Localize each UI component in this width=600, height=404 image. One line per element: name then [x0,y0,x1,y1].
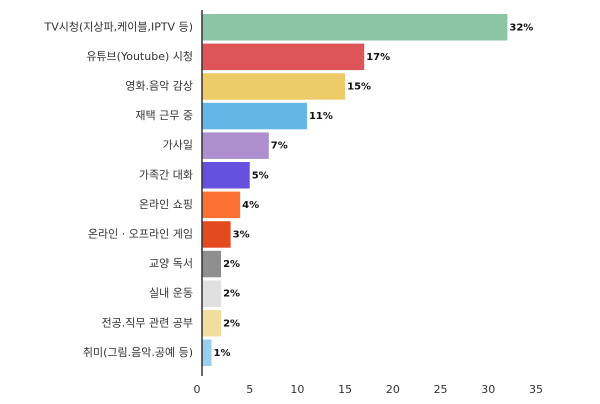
value-label: 4% [242,200,259,211]
x-tick-label: 0 [194,383,201,396]
bar [202,310,222,337]
category-label: 온라인 쇼핑 [139,198,193,211]
value-label: 17% [366,52,390,63]
bar [202,250,222,278]
bars-group [202,14,508,367]
value-label: 32% [509,22,533,33]
bar [202,280,222,307]
category-label: 가사일 [163,138,193,152]
x-tick-label: 20 [386,383,400,396]
category-label: 재택 근무 중 [135,109,193,122]
value-label: 7% [271,141,288,152]
category-label: 취미(그림.음악.공예 등) [83,346,193,359]
bar [202,73,346,100]
category-labels: TV시청(지상파,케이블,IPTV 등) 유튜브(Youtube) 시청영화.음악… [43,20,193,359]
x-tick-label: 35 [529,383,543,396]
x-tick-label: 15 [338,383,352,396]
category-label: 유튜브(Youtube) 시청 [86,50,193,63]
x-tick-label: 5 [246,383,253,396]
value-labels: 32% 17% 15% 11% 7% 5% 4% 3% 2% 2% 2% 1% [214,22,534,359]
category-label: 실내 운동 [149,287,193,300]
category-label: TV시청(지상파,케이블,IPTV 등) [43,20,193,33]
value-label: 15% [347,81,371,92]
value-label: 2% [223,289,240,300]
bar [202,162,250,189]
bar [202,132,269,159]
value-label: 3% [233,229,250,240]
category-label: 온라인 · 오프라인 게임 [88,227,193,240]
bar [202,14,508,41]
value-label: 1% [214,348,231,359]
x-tick-label: 10 [290,383,304,396]
category-label: 가족간 대화 [139,168,193,181]
x-axis-ticks: 0 5 10 15 20 25 30 35 [194,383,544,396]
x-tick-label: 30 [481,383,495,396]
bar [202,102,307,130]
x-tick-label: 25 [434,383,448,396]
value-label: 5% [252,170,269,181]
value-label: 2% [223,318,240,329]
bar [202,43,365,71]
category-label: 교양 독서 [149,257,193,270]
category-label: 전공.직무 관련 공부 [102,316,193,329]
value-label: 11% [309,111,333,122]
category-label: 영화.음악 감상 [125,79,193,92]
bar [202,221,231,248]
value-label: 2% [223,259,240,270]
bar [202,191,241,219]
bar [202,339,212,367]
